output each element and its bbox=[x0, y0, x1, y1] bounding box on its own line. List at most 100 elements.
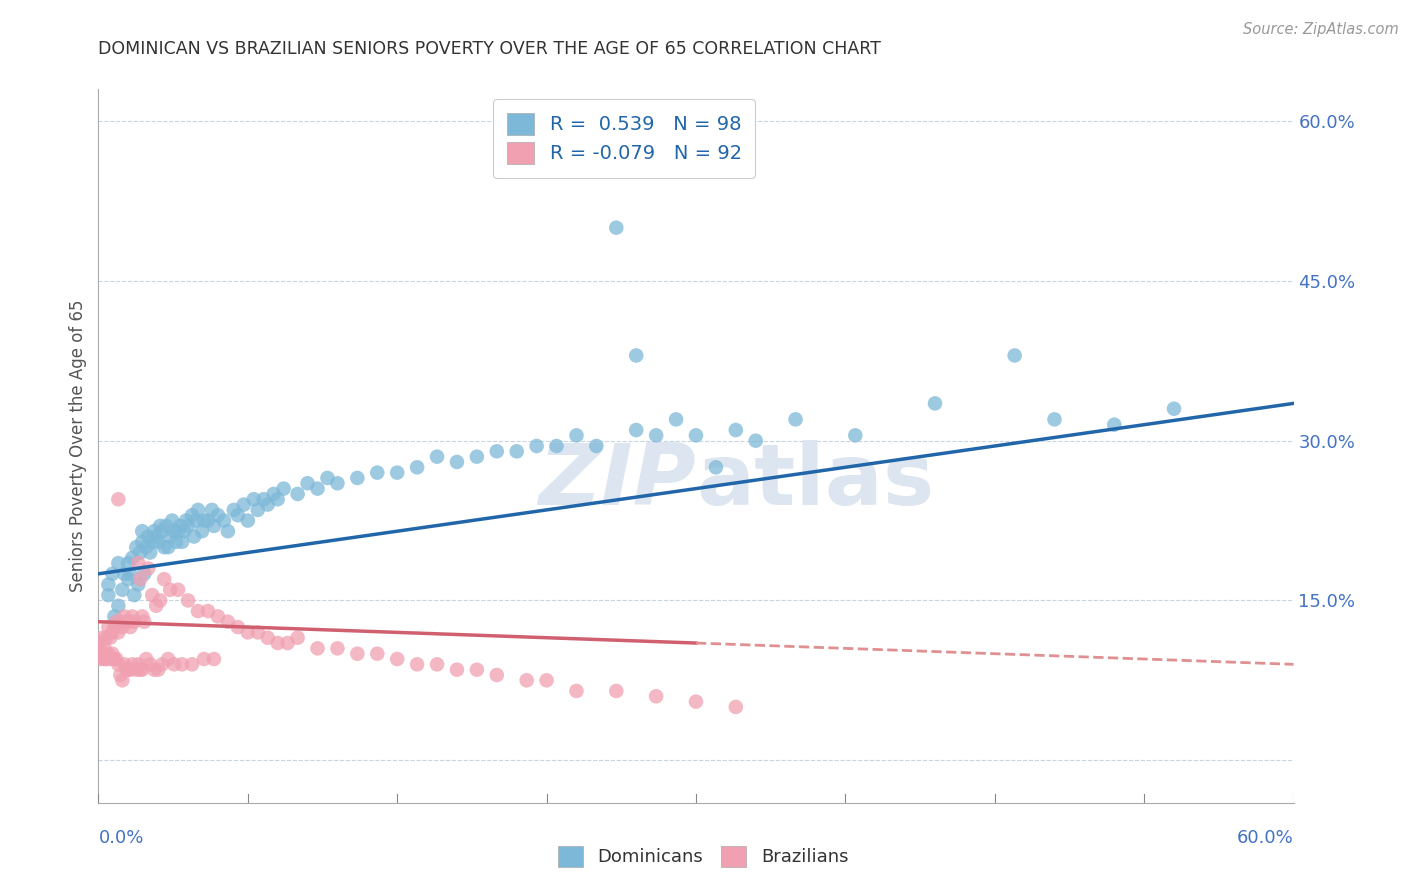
Point bbox=[426, 657, 449, 672]
Point bbox=[145, 529, 167, 543]
Point bbox=[465, 663, 488, 677]
Point bbox=[256, 498, 278, 512]
Point bbox=[163, 657, 186, 672]
Point bbox=[724, 423, 747, 437]
Point bbox=[326, 476, 349, 491]
Point bbox=[107, 556, 129, 570]
Point bbox=[724, 700, 747, 714]
Point bbox=[267, 636, 290, 650]
Point bbox=[131, 534, 153, 549]
Point bbox=[685, 428, 707, 442]
Point bbox=[103, 652, 125, 666]
Point bbox=[141, 588, 163, 602]
Point bbox=[112, 657, 135, 672]
Point bbox=[127, 657, 149, 672]
Point bbox=[131, 663, 153, 677]
Point bbox=[148, 534, 170, 549]
Point bbox=[172, 534, 194, 549]
Point bbox=[212, 514, 235, 528]
Point bbox=[120, 566, 142, 581]
Point bbox=[277, 636, 299, 650]
Point bbox=[222, 503, 245, 517]
Point bbox=[187, 503, 209, 517]
Point bbox=[125, 663, 148, 677]
Point bbox=[181, 508, 204, 523]
Point bbox=[115, 663, 138, 677]
Point bbox=[117, 556, 139, 570]
Point bbox=[287, 487, 309, 501]
Point bbox=[131, 609, 153, 624]
Point bbox=[134, 615, 156, 629]
Point bbox=[111, 673, 134, 688]
Point bbox=[177, 593, 200, 607]
Point bbox=[626, 423, 648, 437]
Point bbox=[446, 455, 468, 469]
Point bbox=[585, 439, 607, 453]
Point bbox=[120, 620, 142, 634]
Text: 0.0%: 0.0% bbox=[98, 829, 143, 847]
Point bbox=[111, 582, 134, 597]
Point bbox=[1163, 401, 1185, 416]
Point bbox=[406, 460, 429, 475]
Point bbox=[105, 615, 128, 629]
Point bbox=[111, 620, 134, 634]
Point bbox=[426, 450, 449, 464]
Point bbox=[101, 566, 124, 581]
Point bbox=[665, 412, 688, 426]
Point bbox=[253, 492, 276, 507]
Point bbox=[149, 593, 172, 607]
Text: Source: ZipAtlas.com: Source: ZipAtlas.com bbox=[1243, 22, 1399, 37]
Point bbox=[93, 641, 115, 656]
Point bbox=[97, 588, 120, 602]
Point bbox=[157, 652, 180, 666]
Point bbox=[193, 514, 215, 528]
Text: DOMINICAN VS BRAZILIAN SENIORS POVERTY OVER THE AGE OF 65 CORRELATION CHART: DOMINICAN VS BRAZILIAN SENIORS POVERTY O… bbox=[98, 40, 882, 58]
Point bbox=[645, 428, 668, 442]
Point bbox=[167, 582, 190, 597]
Point bbox=[127, 556, 149, 570]
Point bbox=[117, 663, 139, 677]
Point bbox=[217, 524, 239, 539]
Point bbox=[406, 657, 429, 672]
Point bbox=[120, 663, 142, 677]
Point bbox=[346, 647, 368, 661]
Point bbox=[546, 439, 568, 453]
Point bbox=[287, 631, 309, 645]
Point bbox=[232, 498, 254, 512]
Point bbox=[163, 524, 186, 539]
Point bbox=[307, 482, 329, 496]
Point bbox=[226, 508, 249, 523]
Point bbox=[263, 487, 285, 501]
Point bbox=[273, 482, 295, 496]
Point bbox=[150, 657, 173, 672]
Point bbox=[153, 540, 176, 554]
Point bbox=[246, 625, 269, 640]
Point bbox=[193, 652, 215, 666]
Point bbox=[184, 514, 207, 528]
Point bbox=[169, 519, 191, 533]
Point bbox=[107, 625, 129, 640]
Point bbox=[107, 657, 129, 672]
Point bbox=[100, 631, 122, 645]
Point bbox=[172, 657, 194, 672]
Point bbox=[326, 641, 349, 656]
Point bbox=[139, 657, 162, 672]
Point bbox=[112, 566, 135, 581]
Point bbox=[297, 476, 319, 491]
Point bbox=[135, 540, 157, 554]
Point bbox=[89, 652, 111, 666]
Point bbox=[117, 572, 139, 586]
Point bbox=[202, 652, 225, 666]
Point bbox=[366, 466, 388, 480]
Point bbox=[121, 657, 143, 672]
Point bbox=[465, 450, 488, 464]
Point bbox=[924, 396, 946, 410]
Legend: R =  0.539   N = 98, R = -0.079   N = 92: R = 0.539 N = 98, R = -0.079 N = 92 bbox=[494, 99, 755, 178]
Point bbox=[197, 604, 219, 618]
Point bbox=[91, 647, 114, 661]
Point bbox=[165, 534, 187, 549]
Point bbox=[183, 529, 205, 543]
Point bbox=[149, 519, 172, 533]
Point bbox=[565, 428, 588, 442]
Point bbox=[267, 492, 290, 507]
